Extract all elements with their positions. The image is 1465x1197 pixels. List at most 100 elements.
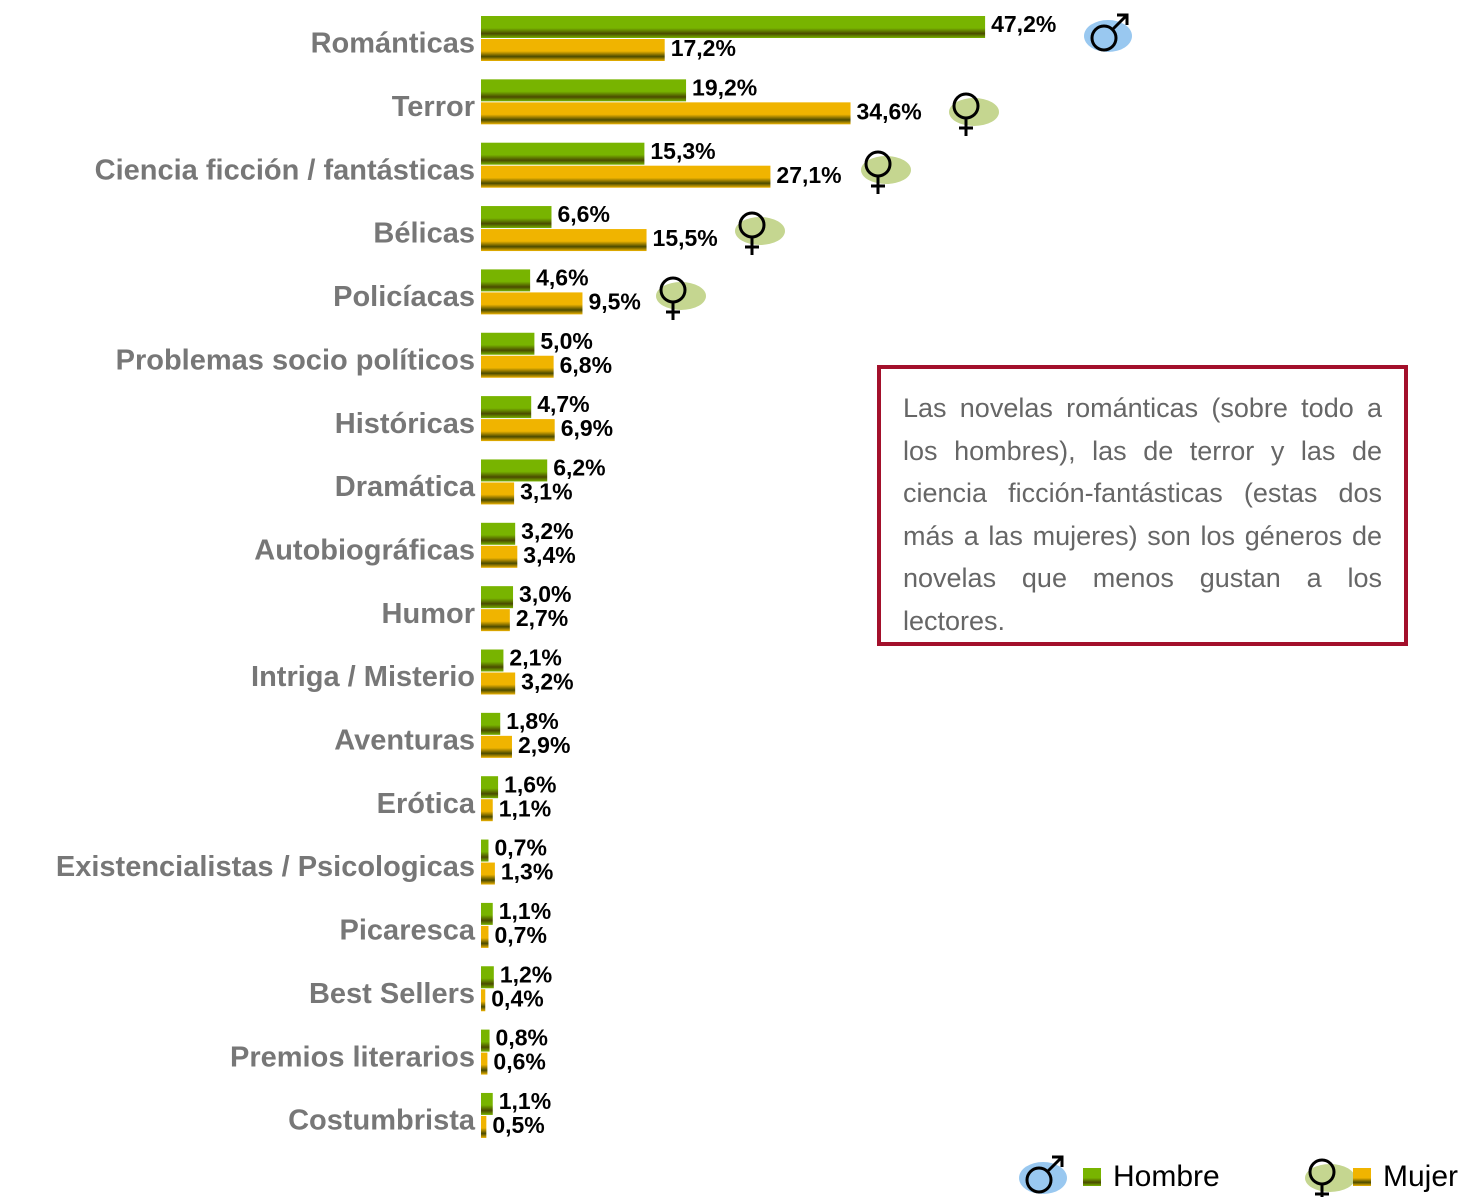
- female-icon: [733, 211, 787, 257]
- annotation: Las novelas románticas (sobre todo a los…: [903, 393, 1382, 636]
- value-label: 2,9%: [518, 732, 570, 758]
- bar: [481, 735, 512, 758]
- male-icon: [1017, 1155, 1069, 1196]
- value-label: 2,1%: [509, 645, 561, 671]
- bar: [481, 1029, 490, 1052]
- value-label: 5,0%: [540, 328, 592, 354]
- value-label: 2,7%: [516, 605, 568, 631]
- category-label: Autobiográficas: [254, 534, 475, 566]
- value-label: 3,2%: [521, 669, 573, 695]
- bar: [481, 712, 501, 735]
- value-label: 6,2%: [553, 455, 605, 481]
- bar: [481, 839, 489, 862]
- category-label: Dramática: [335, 471, 476, 503]
- value-label: 19,2%: [692, 74, 757, 100]
- bar: [481, 902, 493, 925]
- bar: [481, 862, 495, 885]
- value-label: 3,0%: [519, 581, 571, 607]
- category-label: Ciencia ficción / fantásticas: [95, 154, 475, 186]
- bar: [481, 396, 532, 419]
- category-label: Existencialistas / Psicologicas: [56, 851, 475, 883]
- bar: [481, 79, 687, 102]
- female-icon: [1303, 1158, 1357, 1197]
- legend-swatch: [1083, 1168, 1101, 1186]
- bar: [481, 206, 552, 229]
- bar: [481, 419, 555, 442]
- category-label: Picaresca: [340, 915, 476, 947]
- bar: [481, 482, 515, 505]
- bar: [481, 142, 645, 165]
- female-icon: [947, 92, 1001, 138]
- female-icon: [654, 276, 708, 322]
- category-label: Terror: [392, 91, 475, 123]
- category-label: Históricas: [335, 408, 475, 440]
- value-label: 1,1%: [499, 1088, 551, 1114]
- category-label: Humor: [382, 598, 475, 630]
- bar: [481, 16, 986, 38]
- category-label: Erótica: [377, 788, 476, 820]
- value-label: 6,8%: [560, 352, 612, 378]
- category-label: Problemas socio políticos: [116, 344, 475, 376]
- annotation-box: Las novelas románticas (sobre todo a los…: [877, 365, 1408, 646]
- bar: [481, 229, 647, 252]
- bar: [481, 292, 583, 315]
- value-label: 47,2%: [991, 11, 1056, 37]
- category-label: Intriga / Misterio: [251, 661, 475, 693]
- legend-label: Mujer: [1383, 1160, 1458, 1193]
- value-label: 17,2%: [671, 35, 736, 61]
- value-label: 34,6%: [857, 98, 922, 124]
- bar: [481, 649, 504, 672]
- bar: [481, 545, 518, 568]
- category-label: Románticas: [311, 28, 475, 60]
- value-label: 6,6%: [557, 201, 609, 227]
- category-label: Policíacas: [333, 281, 475, 313]
- bar: [481, 925, 489, 948]
- bar: [481, 522, 516, 545]
- bar: [481, 332, 535, 355]
- value-label: 6,9%: [561, 415, 613, 441]
- bar: [481, 799, 493, 822]
- bar: [481, 609, 510, 632]
- bar: [481, 165, 771, 188]
- bar: [481, 1115, 487, 1138]
- category-label: Premios literarios: [230, 1041, 475, 1073]
- bar: [481, 672, 516, 695]
- value-label: 9,5%: [588, 288, 640, 314]
- value-label: 3,1%: [520, 479, 572, 505]
- value-label: 0,5%: [492, 1112, 544, 1138]
- value-label: 0,7%: [494, 922, 546, 948]
- bar: [481, 459, 548, 482]
- value-label: 4,7%: [537, 391, 589, 417]
- female-icon: [859, 150, 913, 196]
- value-label: 27,1%: [776, 162, 841, 188]
- value-label: 15,5%: [653, 225, 718, 251]
- bar: [481, 269, 531, 292]
- value-label: 1,8%: [506, 708, 558, 734]
- value-label: 0,4%: [491, 985, 543, 1011]
- bar: [481, 355, 554, 378]
- category-label: Costumbrista: [288, 1105, 476, 1137]
- category-label: Aventuras: [334, 725, 475, 757]
- value-label: 1,6%: [504, 771, 556, 797]
- value-label: 3,2%: [521, 518, 573, 544]
- value-label: 3,4%: [523, 542, 575, 568]
- bar: [481, 102, 851, 125]
- value-label: 0,6%: [493, 1049, 545, 1075]
- value-label: 1,1%: [499, 898, 551, 924]
- bar: [481, 1052, 488, 1075]
- value-label: 1,1%: [499, 795, 551, 821]
- bar: [481, 1092, 493, 1115]
- legend-swatch: [1353, 1168, 1371, 1186]
- bar: [481, 966, 494, 989]
- value-label: 15,3%: [650, 138, 715, 164]
- value-label: 1,2%: [500, 961, 552, 987]
- male-icon: [1082, 13, 1134, 54]
- value-label: 4,6%: [536, 264, 588, 290]
- category-label: Best Sellers: [309, 978, 475, 1010]
- legend-label: Hombre: [1113, 1160, 1220, 1193]
- bar: [481, 989, 486, 1012]
- category-label: Bélicas: [373, 218, 475, 250]
- bar: [481, 39, 665, 61]
